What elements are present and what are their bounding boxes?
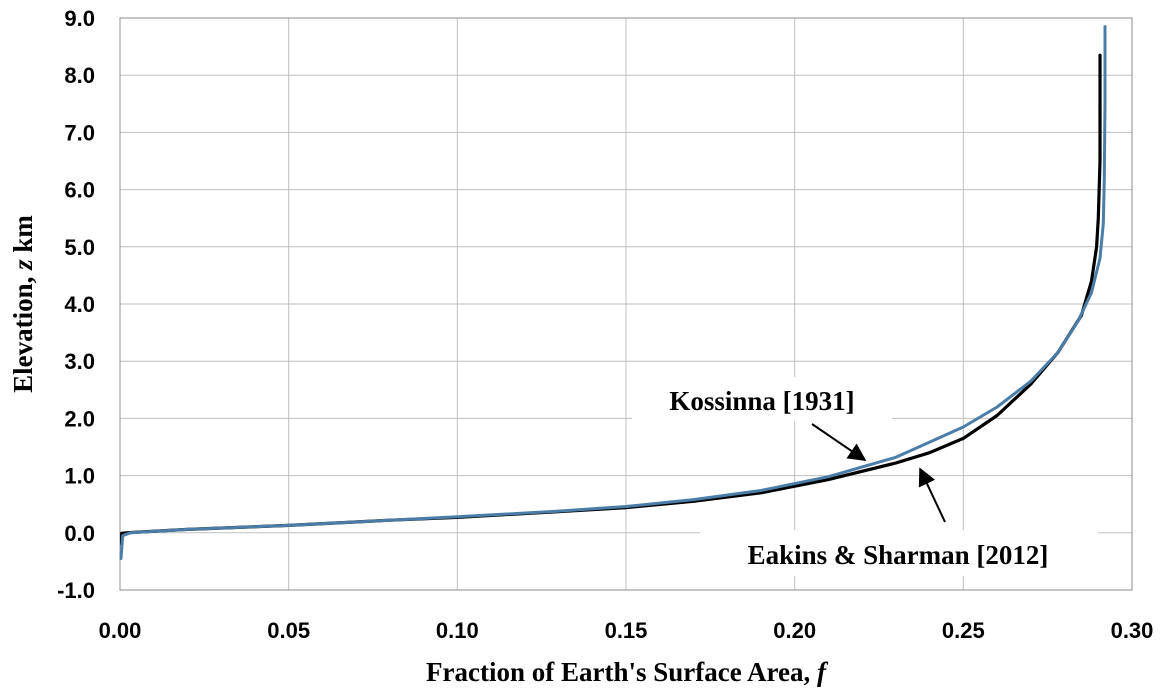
grid bbox=[119, 17, 1133, 591]
y-axis-title: Elevation, z km bbox=[8, 215, 38, 393]
series-kossinna-line bbox=[119, 25, 1107, 560]
annotation-eakins-arrow bbox=[918, 467, 946, 523]
y-tick-label: 4.0 bbox=[64, 292, 95, 317]
y-tick-label: 2.0 bbox=[64, 406, 95, 431]
y-tick-label: 7.0 bbox=[64, 120, 95, 145]
y-tick-label: -1.0 bbox=[57, 578, 95, 603]
plot-border bbox=[119, 17, 1133, 591]
x-tick-label: 0.15 bbox=[605, 618, 648, 643]
x-tick-label: 0.25 bbox=[942, 618, 985, 643]
x-tick-label: 0.05 bbox=[267, 618, 310, 643]
y-tick-label: 1.0 bbox=[64, 464, 95, 489]
x-tick-label: 0.10 bbox=[436, 618, 479, 643]
y-tick-label: 9.0 bbox=[64, 6, 95, 31]
annotation-eakins-label: Eakins & Sharman [2012] bbox=[748, 540, 1049, 570]
y-tick-label: 6.0 bbox=[64, 178, 95, 203]
annotation-eakins-background bbox=[700, 530, 1098, 576]
y-axis-variable: z bbox=[8, 259, 38, 271]
y-axis-unit: km bbox=[8, 215, 38, 260]
x-axis-variable: f bbox=[817, 657, 829, 687]
x-tick-label: 0.20 bbox=[773, 618, 816, 643]
annotation-kossinna-label: Kossinna [1931] bbox=[669, 386, 854, 416]
x-axis-title: Fraction of Earth's Surface Area, f bbox=[426, 657, 829, 687]
annotation-kossinna-background bbox=[632, 377, 892, 421]
tick-labels: 0.00 0.05 0.10 0.15 0.20 0.25 0.30 -1.0 0.0 1.0 2.… bbox=[57, 6, 1153, 643]
y-tick-label: 0.0 bbox=[64, 521, 95, 546]
annotations-group: Kossinna [1931] Eakins & Sharman [2012] bbox=[632, 377, 1098, 576]
y-tick-label: 5.0 bbox=[64, 235, 95, 260]
y-tick-label: 3.0 bbox=[64, 349, 95, 374]
series-eakins-sharman-line bbox=[120, 53, 1102, 546]
x-tick-label: 0.00 bbox=[99, 618, 142, 643]
y-axis-title-text: Elevation, bbox=[8, 270, 38, 393]
series-group bbox=[119, 25, 1107, 560]
y-tick-label: 8.0 bbox=[64, 63, 95, 88]
x-axis-title-text: Fraction of Earth's Surface Area, bbox=[426, 657, 817, 687]
annotation-kossinna-arrow bbox=[811, 423, 867, 462]
x-tick-label: 0.30 bbox=[1111, 618, 1154, 643]
